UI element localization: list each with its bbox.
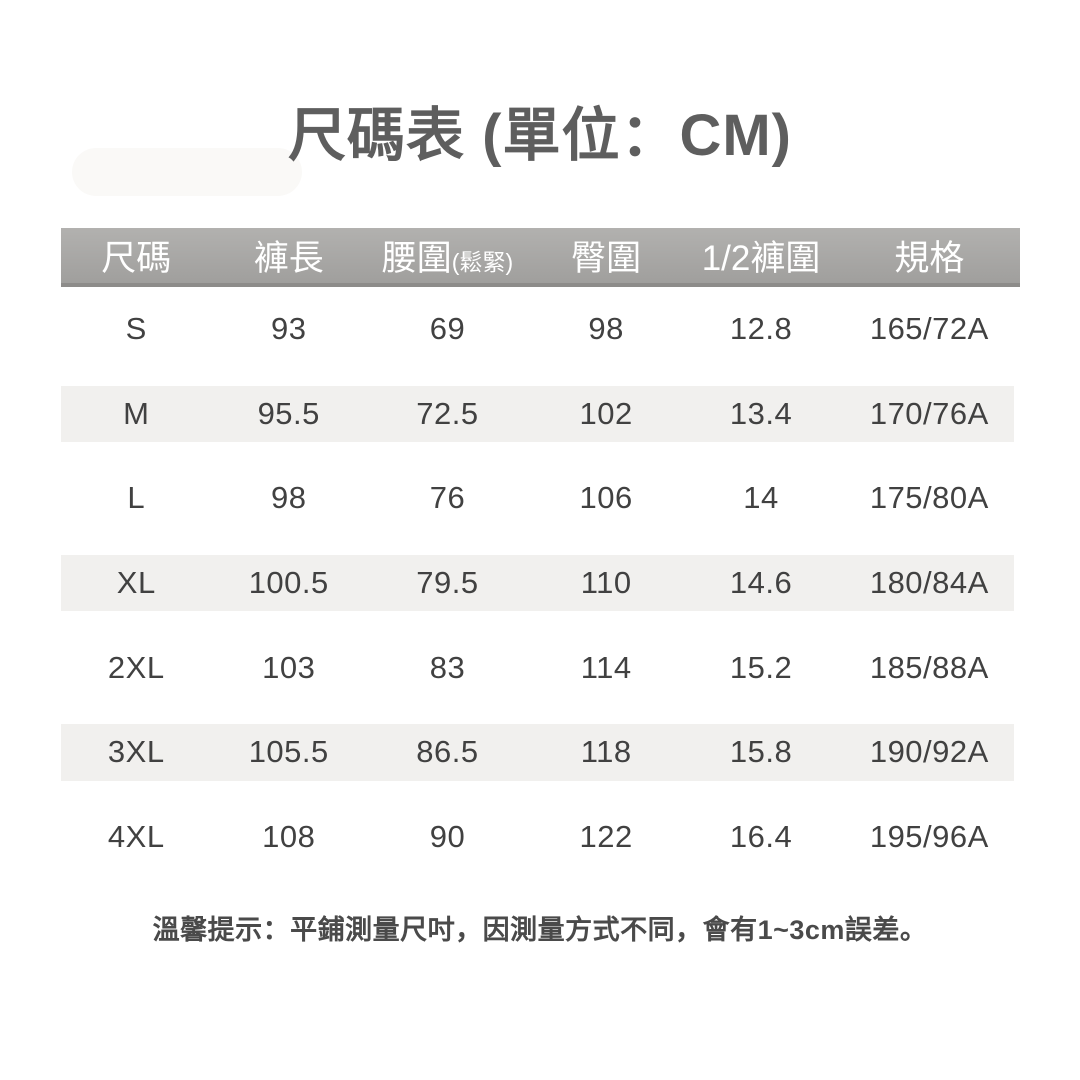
hip-cell: 122	[579, 818, 633, 854]
pant-length-cell: 108	[262, 818, 316, 854]
table-row-s: S 93 69 98 12.8 165/72A	[61, 287, 1020, 372]
spec-cell: 195/96A	[869, 818, 989, 854]
spec-cell: 180/84A	[869, 565, 989, 601]
size-cell: L	[127, 480, 146, 516]
spec-cell: 190/92A	[869, 734, 989, 770]
hip-cell: 110	[580, 565, 632, 601]
half-pant-circ-cell: 16.4	[729, 818, 793, 854]
half-pant-circ-cell: 14	[743, 480, 779, 516]
hip-cell: 98	[588, 311, 624, 347]
waist-cell: 79.5	[416, 565, 479, 601]
size-cell: M	[123, 395, 150, 431]
pant-length-cell: 95.5	[257, 395, 320, 431]
spec-cell: 170/76A	[869, 395, 989, 431]
size-table: 尺碼 褲長 腰圍(鬆緊) 臀圍 1/2褲圍 規格 S 93 69 98 12.8…	[60, 228, 1020, 880]
half-pant-circ-cell: 14.6	[729, 565, 793, 601]
waist-cell: 72.5	[416, 395, 479, 431]
hip-cell: 114	[580, 649, 632, 685]
half-pant-circ-cell: 12.8	[729, 311, 793, 347]
spec-cell: 185/88A	[869, 649, 989, 685]
table-header-row: 尺碼 褲長 腰圍(鬆緊) 臀圍 1/2褲圍 規格	[60, 228, 1020, 287]
pant-length-cell: 105.5	[248, 734, 329, 770]
hip-cell: 106	[579, 480, 633, 516]
header-waist: 腰圍(鬆緊)	[381, 239, 514, 278]
waist-cell: 76	[429, 480, 466, 516]
hip-cell: 118	[580, 734, 632, 770]
table-row-l: L 98 76 106 14 175/80A	[61, 456, 1020, 541]
half-pant-circ-cell: 15.8	[729, 734, 793, 770]
header-hip: 臀圍	[571, 239, 642, 278]
pant-length-cell: 103	[262, 649, 316, 685]
pant-length-cell: 100.5	[248, 565, 329, 601]
header-pant-length: 褲長	[253, 239, 324, 278]
background-artifact	[72, 148, 302, 196]
table-row-m: M 95.5 72.5 102 13.4 170/76A	[60, 372, 1020, 457]
waist-cell: 86.5	[416, 734, 479, 770]
size-cell: 4XL	[107, 818, 165, 854]
half-pant-circ-cell: 13.4	[729, 395, 793, 431]
waist-cell: 90	[429, 818, 466, 854]
table-row-4xl: 4XL 108 90 122 16.4 195/96A	[61, 795, 1020, 880]
hip-cell: 102	[579, 395, 633, 431]
spec-cell: 175/80A	[869, 480, 989, 516]
page-title: 尺碼表 (單位：CM)	[288, 103, 792, 168]
size-cell: XL	[116, 565, 156, 601]
header-half-pant-circ: 1/2褲圍	[701, 239, 821, 278]
size-cell: 3XL	[107, 734, 165, 770]
table-row-2xl: 2XL 103 83 114 15.2 185/88A	[61, 625, 1020, 710]
pant-length-cell: 98	[270, 480, 307, 516]
waist-cell: 69	[429, 311, 466, 347]
size-cell: 2XL	[107, 649, 165, 685]
header-spec: 規格	[894, 239, 965, 278]
table-row-xl: XL 100.5 79.5 110 14.6 180/84A	[60, 541, 1020, 626]
half-pant-circ-cell: 15.2	[729, 649, 793, 685]
waist-cell: 83	[429, 649, 466, 685]
measurement-note: 溫馨提示：平鋪測量尺吋，因測量方式不同，會有1~3cm誤差。	[152, 915, 928, 946]
size-cell: S	[125, 311, 147, 347]
spec-cell: 165/72A	[869, 311, 989, 347]
table-row-3xl: 3XL 105.5 86.5 118 15.8 190/92A	[60, 710, 1020, 795]
pant-length-cell: 93	[270, 311, 307, 347]
header-size: 尺碼	[101, 239, 172, 278]
